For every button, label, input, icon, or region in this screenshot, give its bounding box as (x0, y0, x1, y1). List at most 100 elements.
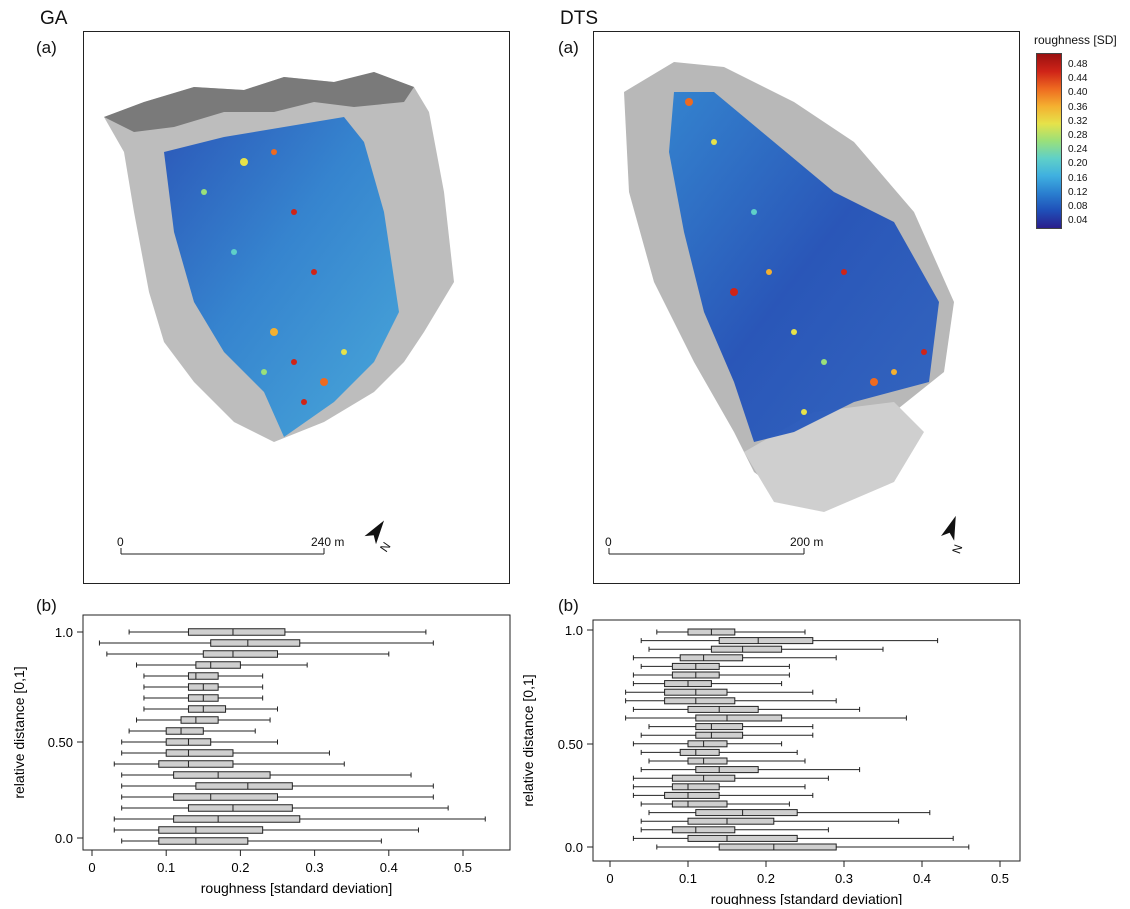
map-dts-north-arrow-icon (941, 515, 956, 541)
dts-iqr-rect (679, 654, 744, 662)
map-dts (593, 31, 1020, 584)
colorbar-gradient (1036, 53, 1062, 229)
map-ga-image (104, 72, 454, 555)
ga-iqr-rect (195, 782, 293, 790)
colorbar-tick-label: 0.04 (1068, 215, 1088, 227)
ga-iqr-rect (195, 661, 241, 669)
dts-iqr-rect (695, 766, 759, 774)
colorbar-tick-label: 0.36 (1068, 101, 1088, 113)
dts-y-axis-label: relative distance [0,1] (520, 674, 536, 806)
dts-iqr-rect (687, 740, 728, 748)
ga-box (136, 661, 308, 669)
map-dts-image (608, 62, 956, 555)
ga-x-axis-label: roughness [standard deviation] (201, 880, 392, 896)
map-panel-label-dts: (a) (558, 38, 579, 57)
map-dts-hotspots (685, 98, 927, 415)
dts-y-tick-label: 0.0 (565, 840, 583, 855)
ga-box (143, 672, 264, 680)
dts-box (640, 826, 829, 834)
ga-iqr-rect (187, 804, 293, 812)
dts-box (632, 740, 783, 748)
dts-iqr-rect (695, 714, 783, 722)
map-panel-label-ga: (a) (36, 38, 57, 57)
dts-iqr-rect (718, 843, 837, 851)
ga-box (143, 705, 278, 713)
map-ga-scale-start: 0 (117, 535, 124, 549)
dts-iqr-rect (687, 705, 759, 713)
dts-y-tick-label: 0.50 (558, 737, 583, 752)
dts-x-tick-label: 0.2 (757, 871, 775, 886)
dts-box (632, 705, 861, 713)
ga-box (121, 837, 382, 845)
dts-iqr-rect (671, 783, 720, 791)
ga-box (143, 694, 264, 702)
ga-box (128, 628, 427, 636)
dts-iqr-rect (671, 800, 728, 808)
ga-iqr-rect (165, 749, 234, 757)
ga-iqr-rect (187, 628, 286, 636)
ga-y-axis-label: relative distance [0,1] (11, 666, 27, 798)
dts-box (640, 662, 790, 670)
dts-box (632, 654, 837, 662)
dts-box (632, 680, 783, 688)
ga-y-tick-label: 0.50 (48, 735, 73, 750)
dts-x-tick-label: 0.1 (679, 871, 697, 886)
dts-box (632, 791, 814, 799)
ga-box (121, 749, 330, 757)
ga-x-tick-label: 0.2 (231, 860, 249, 875)
ga-iqr-rect (173, 793, 278, 801)
ga-x-tick-label: 0.1 (157, 860, 175, 875)
ga-box (121, 738, 278, 746)
dts-y-tick-label: 1.0 (565, 623, 583, 638)
dts-box (625, 688, 814, 696)
colorbar-tick-label: 0.16 (1068, 172, 1088, 184)
box-panel-label-dts: (b) (558, 596, 579, 615)
ga-iqr-rect (173, 771, 271, 779)
map-dts-roughness (669, 92, 939, 442)
ga-box (143, 683, 264, 691)
ga-y-tick-label: 1.0 (55, 625, 73, 640)
dts-box (656, 843, 970, 851)
ga-box (128, 727, 256, 735)
map-ga (83, 31, 510, 584)
dts-box (640, 637, 939, 645)
dts-x-axis-label: roughness [standard deviation] (711, 891, 902, 905)
ga-iqr-rect (202, 650, 278, 658)
site-title-dts: DTS (560, 8, 598, 29)
dts-box (625, 714, 907, 722)
dts-iqr-rect (687, 757, 728, 765)
dts-iqr-rect (687, 817, 775, 825)
colorbar-tick-label: 0.24 (1068, 144, 1088, 156)
dts-iqr-rect (695, 731, 744, 739)
map-ga-hotspots (201, 149, 347, 405)
dts-iqr-rect (679, 748, 720, 756)
colorbar-tick-label: 0.20 (1068, 158, 1088, 170)
colorbar-tick-label: 0.48 (1068, 59, 1088, 70)
site-title-ga: GA (40, 8, 68, 29)
ga-iqr-rect (187, 705, 227, 713)
dts-iqr-rect (695, 723, 744, 731)
ga-y-tick-label: 0.0 (55, 831, 73, 846)
dts-plot-frame (592, 619, 1021, 862)
colorbar-tick-labels: 0.48 0.44 0.40 0.36 0.32 0.28 0.24 0.20 0.16 0.12… (1068, 53, 1128, 229)
dts-box (632, 783, 806, 791)
ga-x-tick-label: 0 (88, 860, 95, 875)
dts-box (648, 723, 814, 731)
colorbar-tick-label: 0.28 (1068, 130, 1088, 141)
dts-iqr-rect (664, 791, 720, 799)
colorbar-title: roughness [SD] (1034, 33, 1117, 47)
dts-box (640, 817, 900, 825)
dts-box (625, 697, 837, 705)
dts-box (648, 645, 884, 653)
map-ga-north-arrow-icon (364, 520, 385, 545)
ga-box (121, 793, 434, 801)
ga-plot-frame (82, 614, 511, 851)
ga-box (113, 826, 419, 834)
dts-box (640, 731, 814, 739)
ga-iqr-rect (158, 826, 264, 834)
colorbar-tick-label: 0.44 (1068, 73, 1088, 85)
dts-box (640, 766, 861, 774)
dts-box (632, 834, 954, 842)
ga-box (98, 639, 434, 647)
map-ga-roughness (164, 117, 399, 437)
